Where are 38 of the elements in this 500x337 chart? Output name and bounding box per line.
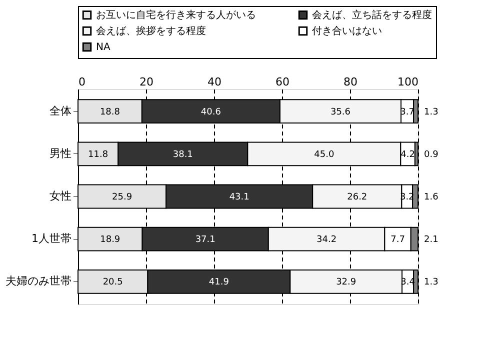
- data-label: 32.9: [336, 278, 356, 288]
- data-label: 1.6: [424, 192, 439, 202]
- y-tick-label: 女性: [50, 190, 72, 202]
- legend-label: 会えば、挨拶をする程度: [96, 25, 206, 37]
- x-tick-label: 40: [208, 76, 222, 88]
- y-tick-label: 全体: [50, 104, 72, 118]
- legend-label: NA: [96, 42, 110, 53]
- data-label: 43.1: [229, 192, 250, 202]
- legend-label: お互いに自宅を行き来する人がいる: [96, 9, 256, 22]
- data-label: 1.3: [424, 278, 438, 288]
- data-label: 18.9: [100, 235, 120, 246]
- y-tick-label: 夫婦のみ世帯: [6, 274, 72, 288]
- data-label: 35.6: [330, 107, 351, 118]
- data-label: 25.9: [112, 192, 132, 202]
- x-tick-label: 100: [398, 76, 418, 88]
- x-tick-label: 0: [78, 76, 86, 88]
- data-label: 7.7: [390, 235, 405, 246]
- y-tick-label: 1人世帯: [32, 232, 72, 246]
- legend-label: 付き合いはない: [312, 25, 382, 37]
- data-label: 40.6: [200, 107, 222, 118]
- data-label: 41.9: [208, 278, 230, 288]
- data-label: 26.2: [347, 192, 368, 202]
- data-label: 37.1: [195, 235, 216, 246]
- data-label: 2.1: [424, 235, 438, 246]
- data-label: 34.2: [316, 235, 337, 246]
- data-label: 38.1: [172, 150, 193, 160]
- data-label: 4.2: [400, 150, 415, 160]
- x-tick-label: 80: [344, 76, 358, 88]
- data-label: 18.8: [100, 107, 120, 118]
- data-label: 1.3: [424, 107, 438, 118]
- data-label: 11.8: [88, 150, 108, 160]
- y-tick-label: 男性: [50, 146, 72, 160]
- data-label: 45.0: [314, 150, 334, 160]
- data-label: 0.9: [424, 150, 439, 160]
- x-tick-label: 60: [276, 76, 290, 88]
- data-label: 20.5: [102, 278, 123, 288]
- x-tick-label: 20: [140, 76, 154, 88]
- legend-label: 会えば、立ち話をする程度: [312, 9, 432, 22]
